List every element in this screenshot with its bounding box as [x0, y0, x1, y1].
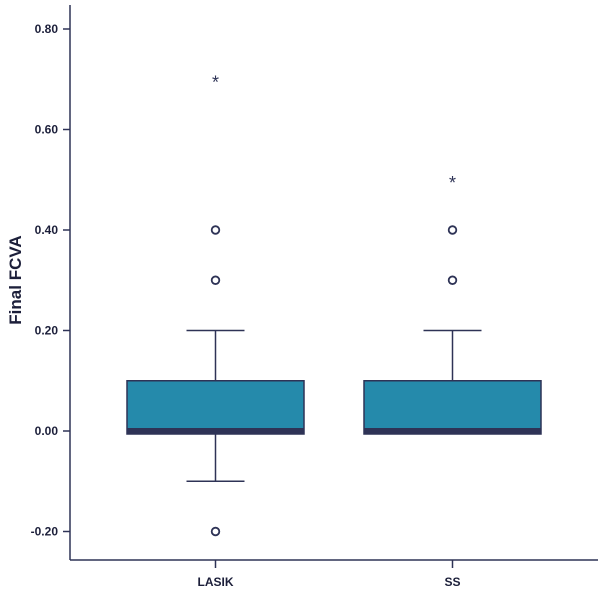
x-tick-label: SS: [444, 575, 460, 589]
y-axis-label: Final FCVA: [6, 235, 25, 324]
x-tick-label: LASIK: [198, 575, 234, 589]
outlier-point: [447, 275, 458, 285]
box: [126, 380, 305, 435]
extreme-point: *: [449, 173, 456, 193]
y-tick-label: 0.00: [35, 424, 59, 438]
median-line: [364, 428, 541, 434]
y-tick-label: 0.40: [35, 223, 59, 237]
outlier-point: [447, 225, 458, 235]
y-tick-label: -0.20: [31, 525, 59, 539]
extreme-point: *: [212, 72, 219, 92]
box-group-lasik: *: [126, 72, 305, 537]
outlier-point: [210, 275, 221, 285]
median-line: [127, 428, 304, 434]
box-group-ss: *: [363, 173, 542, 435]
y-tick-label: 0.60: [35, 123, 59, 137]
outlier-point: [210, 225, 221, 235]
y-tick-label: 0.80: [35, 22, 59, 36]
box: [363, 380, 542, 435]
y-tick-label: 0.20: [35, 324, 59, 338]
outlier-point: [210, 526, 221, 537]
